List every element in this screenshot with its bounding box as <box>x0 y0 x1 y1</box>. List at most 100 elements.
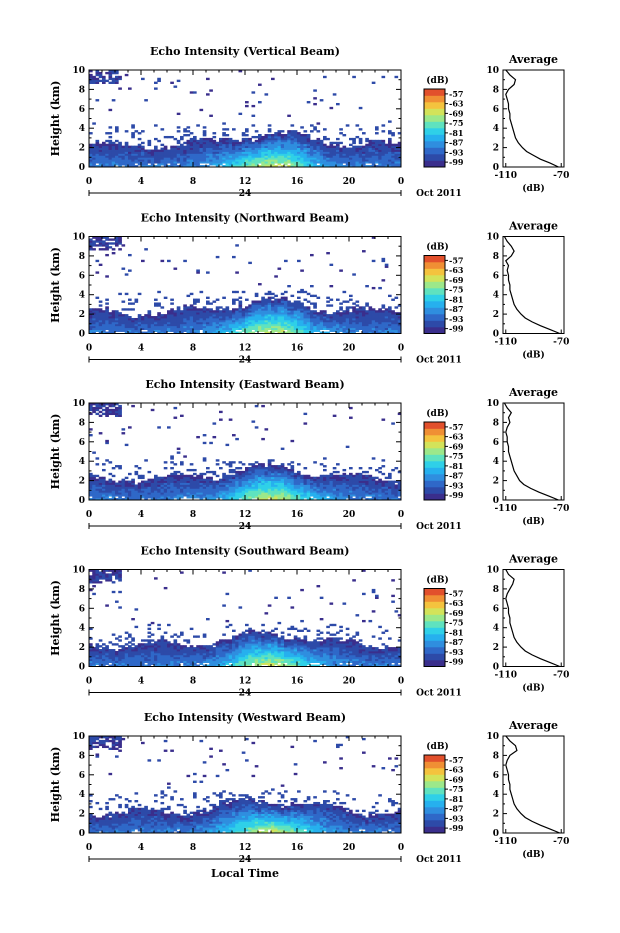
heatmap-cell <box>164 467 168 469</box>
heatmap-cell <box>200 138 204 140</box>
heatmap-cell <box>271 297 275 299</box>
heatmap-cell <box>369 467 373 469</box>
heatmap-cell <box>216 463 220 465</box>
colorbar-tick-label: -93 <box>449 480 464 490</box>
heatmap-cell <box>190 475 194 477</box>
heatmap-cell <box>336 138 340 140</box>
heatmap-cell <box>365 471 369 473</box>
heatmap-cell <box>232 256 236 258</box>
heatmap-cell <box>265 299 269 301</box>
profile-y-tick-label: 4 <box>493 124 499 134</box>
heatmap-cell <box>287 115 291 117</box>
heatmap-cell <box>206 477 210 479</box>
heatmap-cell <box>222 473 226 475</box>
heatmap-cell <box>372 260 376 262</box>
heatmap-cell <box>141 475 145 477</box>
profile-frame <box>503 237 564 334</box>
heatmap-cell <box>252 463 256 465</box>
profile-y-tick-label: 8 <box>493 85 499 95</box>
heatmap-cell <box>261 297 265 299</box>
heatmap-cell <box>349 306 353 308</box>
heatmap-cell <box>362 250 366 252</box>
heatmap-cell <box>343 134 347 136</box>
heatmap-cell <box>157 426 161 428</box>
heatmap-cell <box>128 481 132 483</box>
heatmap-cell <box>323 475 327 477</box>
heatmap-cell <box>382 124 386 126</box>
profile-x-tick-label: -110 <box>495 338 518 348</box>
heatmap-cell <box>164 461 168 463</box>
heatmap-cell <box>151 479 155 481</box>
heatmap-cell <box>213 436 217 438</box>
heatmap-cell <box>252 115 256 117</box>
heatmap-cell <box>349 312 353 314</box>
heatmap-cell <box>122 314 126 316</box>
heatmap-cell <box>388 481 392 483</box>
heatmap-cell <box>365 144 369 146</box>
heatmap-cell <box>206 301 210 303</box>
heatmap-cell <box>339 148 343 150</box>
heatmap-cell <box>157 312 161 314</box>
heatmap-cell <box>255 293 259 295</box>
heatmap-cell <box>109 82 113 84</box>
heatmap-cell <box>209 302 213 304</box>
heatmap-cell <box>96 297 100 299</box>
heatmap-cell <box>313 310 317 312</box>
heatmap-cell <box>99 304 103 306</box>
heatmap-cell <box>164 477 168 479</box>
heatmap-cell <box>268 459 272 461</box>
heatmap-cell <box>352 475 356 477</box>
heatmap-cell <box>239 297 243 299</box>
heatmap-cell <box>235 467 239 469</box>
heatmap-cell <box>200 109 204 111</box>
heatmap-cell <box>362 471 366 473</box>
heatmap-cell <box>356 473 360 475</box>
heatmap-cell <box>287 469 291 471</box>
heatmap-cell <box>102 76 106 78</box>
profile-y-tick-label: 6 <box>493 271 499 281</box>
heatmap-cell <box>203 130 207 132</box>
heatmap-cell <box>109 238 113 240</box>
heatmap-cell <box>382 459 386 461</box>
heatmap-cell <box>356 124 360 126</box>
colorbar-unit: (dB) <box>426 75 448 86</box>
y-tick-label: 6 <box>79 438 85 448</box>
heatmap-cell <box>281 293 285 295</box>
heatmap-cell <box>297 291 301 293</box>
heatmap-cell <box>216 256 220 258</box>
heatmap-cell <box>190 293 194 295</box>
heatmap-cell <box>219 467 223 469</box>
heatmap-cell <box>362 146 366 148</box>
y-tick-label: 4 <box>79 291 85 301</box>
heatmap-cell <box>333 471 337 473</box>
heatmap-cell <box>141 146 145 148</box>
heatmap-cell <box>310 124 314 126</box>
heatmap-cell <box>326 475 330 477</box>
heatmap-cell <box>261 136 265 138</box>
heatmap-cell <box>349 467 353 469</box>
x-tick-label: 4 <box>138 344 144 354</box>
heatmap-cell <box>183 142 187 144</box>
y-tick-label: 2 <box>79 144 85 154</box>
profile-y-tick-label: 2 <box>493 477 499 487</box>
heatmap-cell <box>112 481 116 483</box>
heatmap-cell <box>395 306 399 308</box>
heatmap-cell <box>294 473 298 475</box>
heatmap-cell <box>287 285 291 287</box>
heatmap-cell <box>213 481 217 483</box>
heatmap-cell <box>382 419 386 421</box>
heatmap-cell <box>190 463 194 465</box>
heatmap-cell <box>216 299 220 301</box>
x-tick-label: 0 <box>398 177 404 187</box>
heatmap-cell <box>385 308 389 310</box>
heatmap-cell <box>203 306 207 308</box>
heatmap-cell <box>125 74 129 76</box>
colorbar-segment <box>424 487 445 494</box>
heatmap-cell <box>226 134 230 136</box>
heatmap-cell <box>330 264 334 266</box>
heatmap-cell <box>297 260 301 262</box>
heatmap-cell <box>203 479 207 481</box>
heatmap-cell <box>89 473 93 475</box>
heatmap-cell <box>128 316 132 318</box>
heatmap-cell <box>125 293 129 295</box>
